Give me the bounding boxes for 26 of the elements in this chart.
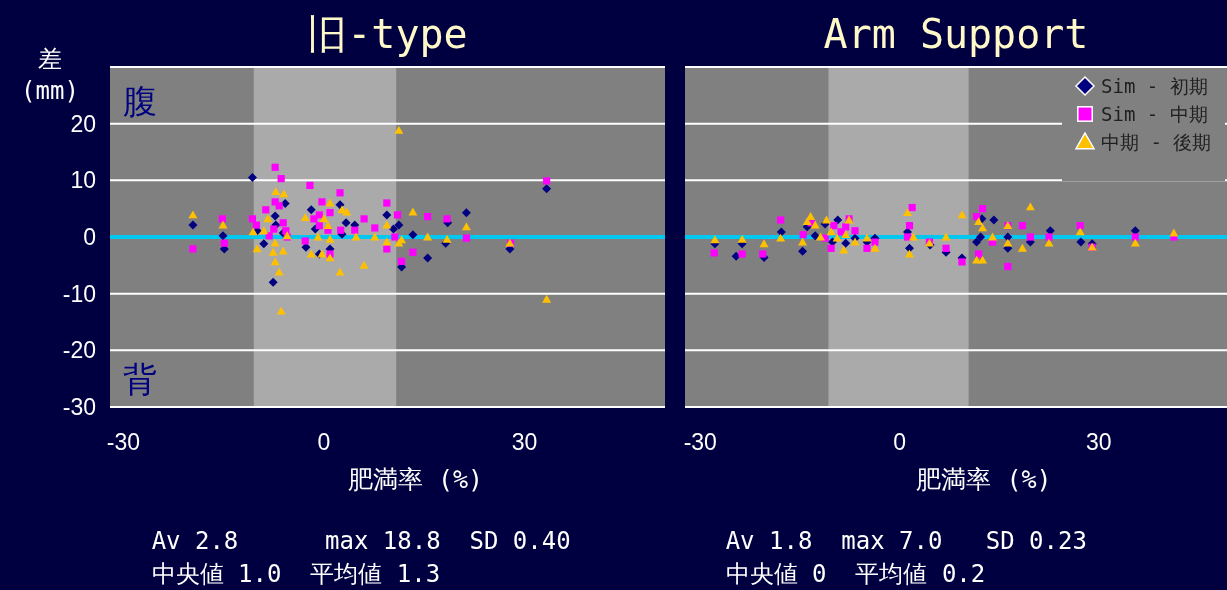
- y-tick-label: -20: [62, 337, 96, 364]
- x-axis-title: 肥満率 (%): [916, 465, 1052, 494]
- chart-title: Arm Support: [823, 11, 1089, 57]
- y-tick-label: 10: [70, 167, 96, 194]
- chart-title: 旧-type: [307, 11, 468, 57]
- x-tick-label: -30: [683, 429, 717, 455]
- y-tick-label: -10: [62, 280, 96, 307]
- text: Av 2.8 max 18.8 SD 0.40: [151, 527, 571, 555]
- x-tick-label: -30: [106, 429, 140, 455]
- y-axis-title: 差 (mm): [21, 45, 79, 105]
- text: 中央値 0 平均値 0.2: [725, 560, 986, 588]
- text: 中央値 1.0 平均値 1.3: [151, 560, 441, 588]
- x-tick-label: 30: [511, 429, 538, 455]
- x-tick-label: 30: [1086, 429, 1112, 455]
- annotation: 背: [123, 360, 157, 398]
- y-tick-label: -30: [62, 394, 96, 420]
- y-tick-label: 20: [70, 110, 96, 137]
- text: Av 1.8 max 7.0 SD 0.23: [725, 527, 1087, 555]
- legend-label: Sim - 中期: [1101, 103, 1208, 125]
- legend-label: 中期 - 後期: [1101, 131, 1212, 153]
- x-tick-label: 0: [893, 429, 906, 455]
- y-tick-label: 0: [83, 224, 96, 250]
- legend-label: Sim - 初期: [1101, 75, 1208, 97]
- annotation: 腹: [123, 82, 157, 120]
- x-tick-label: 0: [317, 429, 331, 455]
- x-axis-title: 肥満率 (%): [347, 465, 484, 494]
